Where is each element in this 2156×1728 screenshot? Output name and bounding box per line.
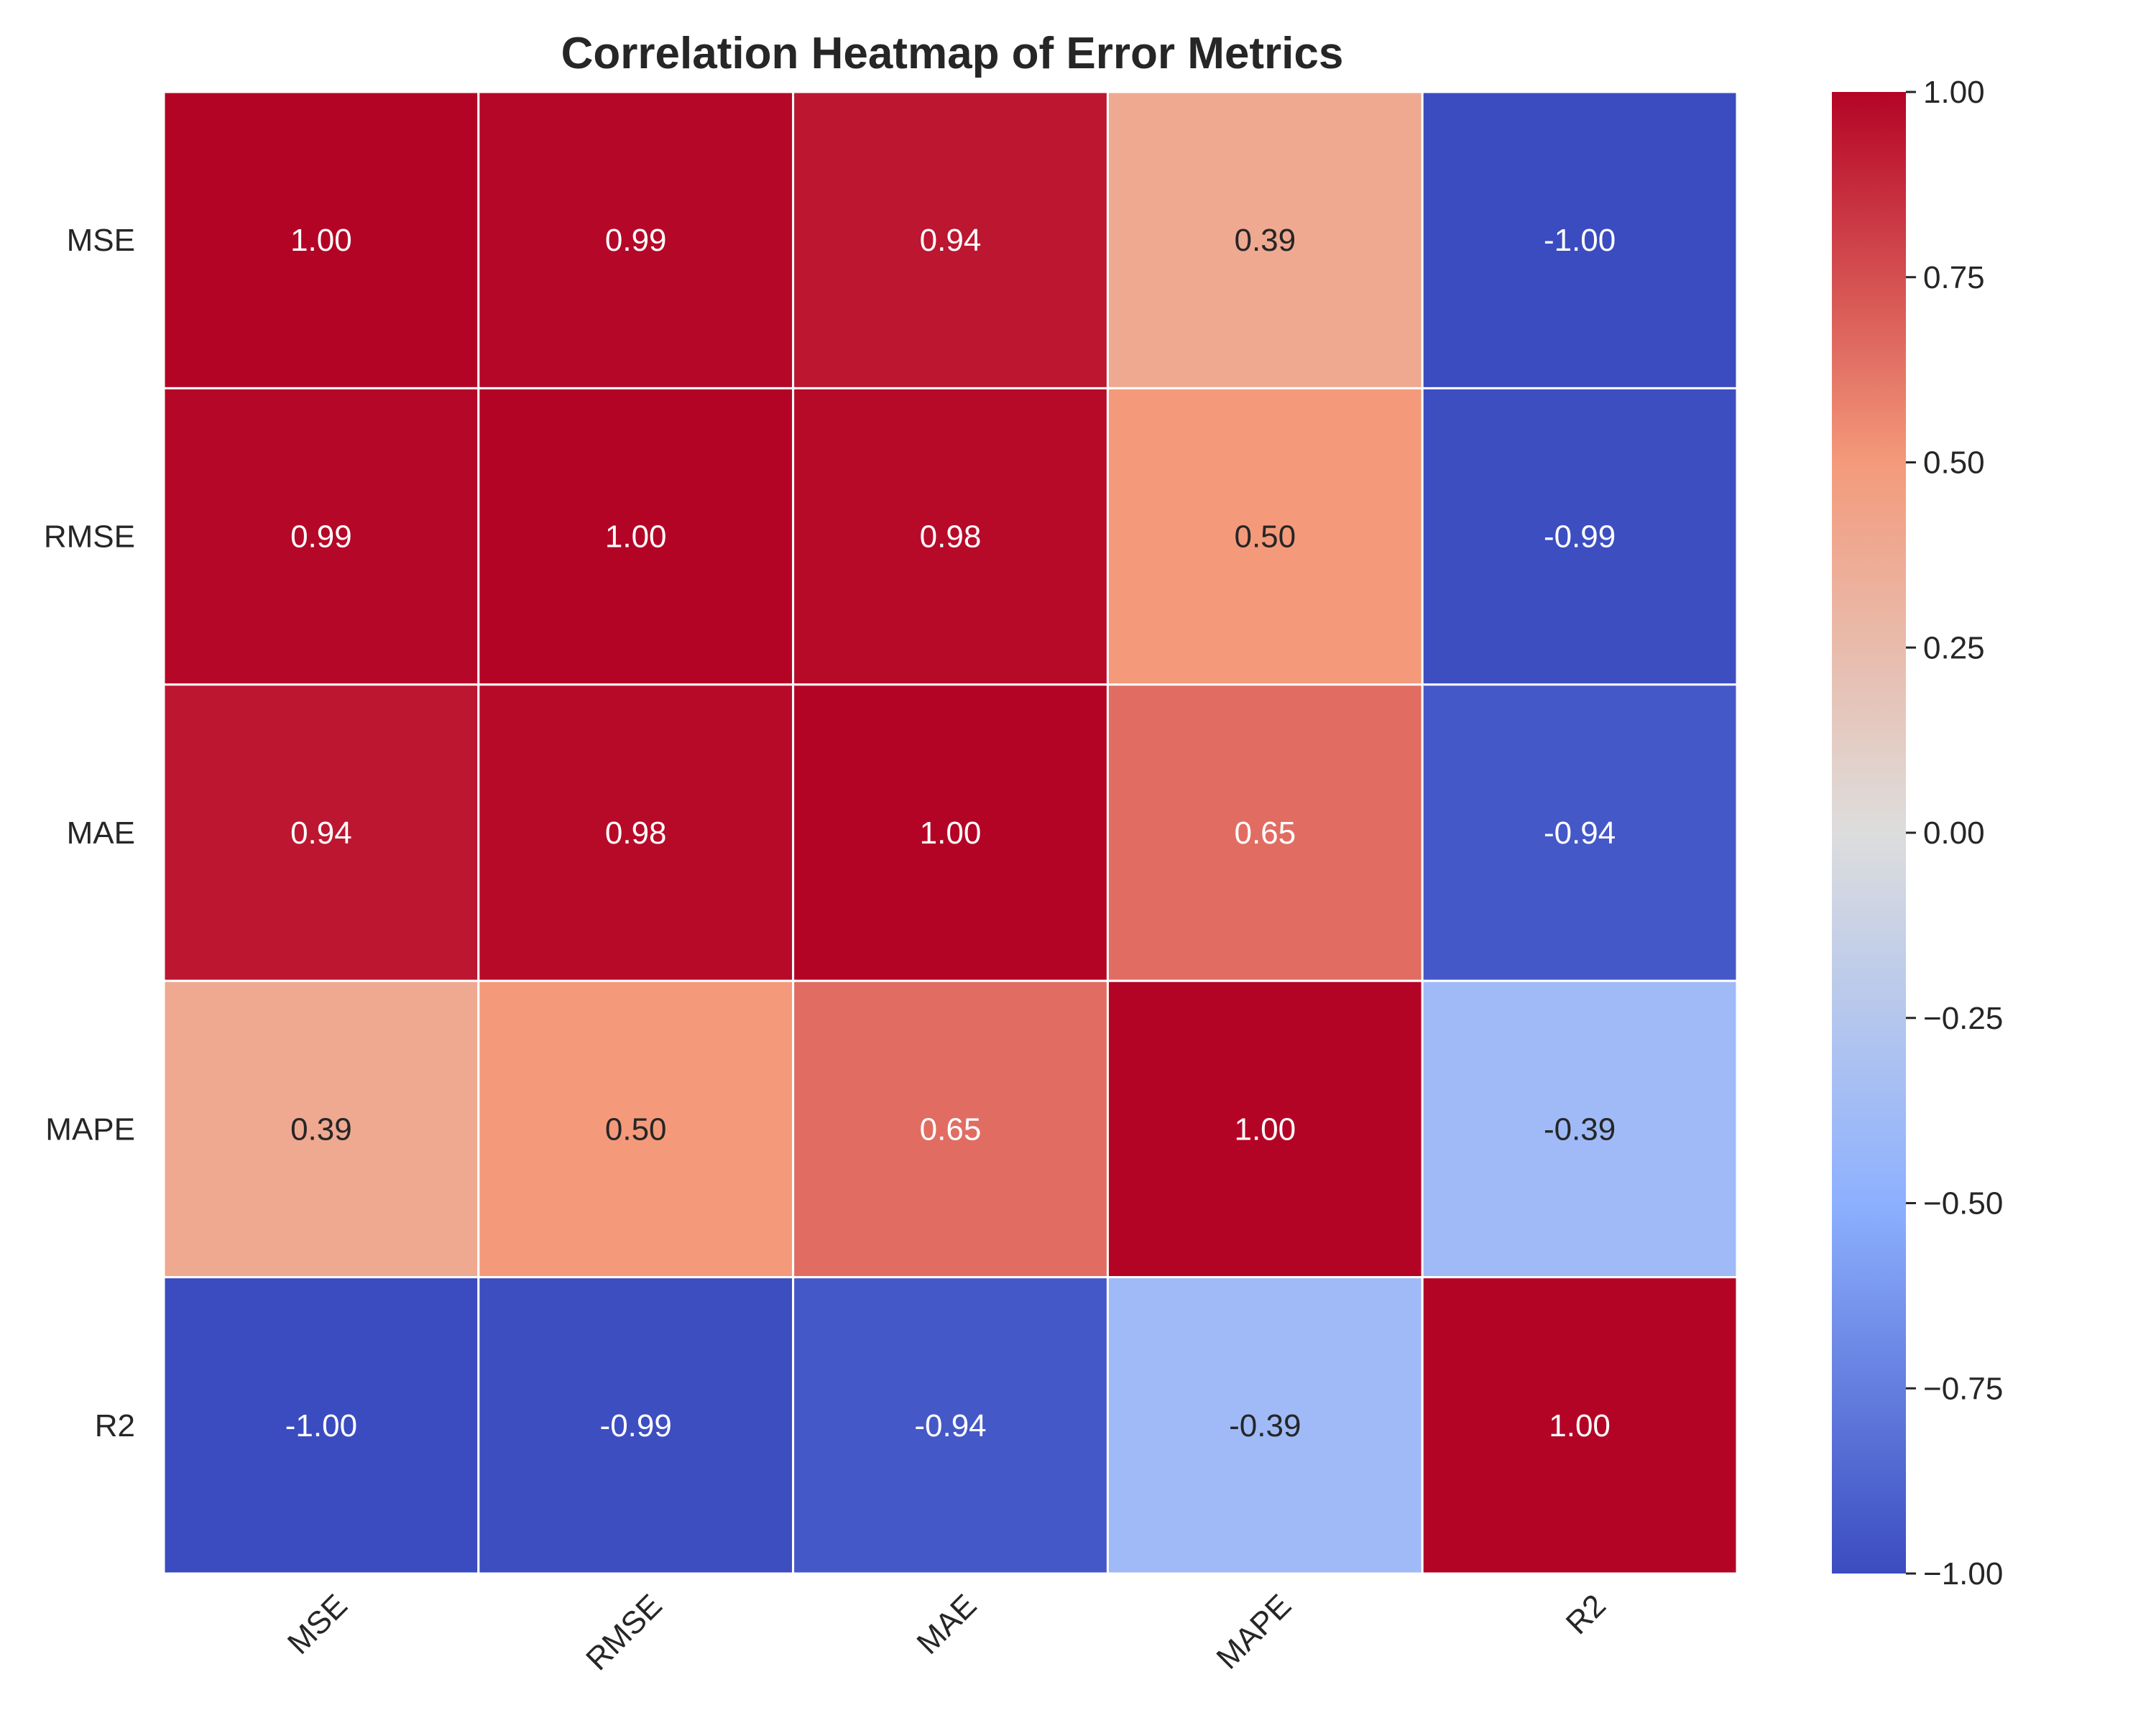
- chart-title: Correlation Heatmap of Error Metrics: [561, 29, 1344, 78]
- cell-annotation: 1.00: [920, 816, 982, 851]
- colorbar-tick-label: −0.50: [1923, 1186, 2003, 1221]
- cell-annotation: -0.39: [1544, 1112, 1616, 1147]
- cell-annotation: 0.65: [1234, 816, 1296, 851]
- x-tick-label: MSE: [281, 1588, 354, 1661]
- colorbar-tick-label: 0.50: [1923, 445, 1985, 481]
- heatmap-cell-mae-r2: [1421, 683, 1738, 982]
- heatmap-cell-mape-r2: [1421, 979, 1738, 1279]
- heatmap-cell-mape-rmse: [477, 979, 795, 1279]
- cell-annotation: -0.99: [1544, 519, 1616, 555]
- x-tick-label: MAE: [910, 1588, 983, 1661]
- cell-annotation: 0.39: [290, 1112, 352, 1147]
- cell-annotation: 0.99: [290, 519, 352, 555]
- colorbar-gradient: [1832, 92, 1906, 1574]
- heatmap-cell-mae-mape: [1106, 683, 1424, 982]
- cell-annotation: -0.39: [1229, 1408, 1301, 1443]
- heatmap-cell-r2-rmse: [477, 1276, 795, 1575]
- y-tick-label: MAPE: [45, 1112, 135, 1147]
- heatmap-cell-mse-r2: [1421, 91, 1738, 389]
- heatmap-cell-rmse-r2: [1421, 387, 1738, 686]
- x-tick-label: MAPE: [1210, 1588, 1298, 1676]
- cell-annotation: 0.94: [290, 816, 352, 851]
- cell-annotation: -1.00: [1544, 223, 1616, 258]
- heatmap-cell-mape-mse: [162, 979, 480, 1279]
- x-tick-label: RMSE: [579, 1588, 669, 1678]
- heatmap-cell-rmse-mse: [162, 387, 480, 686]
- y-tick-label: MSE: [67, 223, 135, 258]
- cell-annotation: 0.99: [605, 223, 667, 258]
- cell-annotation: 0.98: [605, 816, 667, 851]
- cell-annotation: -0.94: [1544, 816, 1616, 851]
- heatmap-cell-mae-rmse: [477, 683, 795, 982]
- colorbar-tick-label: 0.00: [1923, 816, 1985, 851]
- cell-annotation: 0.50: [1234, 519, 1296, 555]
- heatmap-cells: [162, 91, 1738, 1575]
- heatmap-cell-r2-r2: [1421, 1276, 1738, 1575]
- colorbar-tick-label: 0.25: [1923, 630, 1985, 665]
- x-axis-tick-labels: MSE RMSE MAE MAPE R2: [281, 1588, 1613, 1678]
- colorbar-tick-label: 0.75: [1923, 260, 1985, 295]
- colorbar-tick-label: −1.00: [1923, 1556, 2003, 1591]
- heatmap-cell-r2-mse: [162, 1276, 480, 1575]
- heatmap-cell-rmse-mae: [792, 387, 1109, 686]
- heatmap-cell-mse-mape: [1106, 91, 1424, 389]
- heatmap-cell-r2-mae: [792, 1276, 1109, 1575]
- heatmap-cell-mse-mae: [792, 91, 1109, 389]
- y-tick-label: RMSE: [44, 519, 135, 555]
- cell-annotation: 0.94: [920, 223, 982, 258]
- y-axis-tick-labels: MSE RMSE MAE MAPE R2: [44, 223, 135, 1443]
- heatmap-cell-mape-mape: [1106, 979, 1424, 1279]
- cell-annotation: 1.00: [290, 223, 352, 258]
- heatmap-cell-mse-rmse: [477, 91, 795, 389]
- x-tick-label: R2: [1560, 1588, 1613, 1641]
- colorbar-tick-label: −0.75: [1923, 1371, 2003, 1406]
- cell-annotations: 1.00 0.99 0.94 0.39 -1.00 0.99 1.00 0.98 0.50 -0.…: [285, 223, 1616, 1443]
- colorbar-tick-label: 1.00: [1923, 75, 1985, 110]
- heatmap-cell-mse-mse: [162, 91, 480, 389]
- heatmap-cell-mae-mae: [792, 683, 1109, 982]
- cell-annotation: 1.00: [605, 519, 667, 555]
- cell-annotation: -0.99: [600, 1408, 672, 1443]
- cell-annotation: 1.00: [1234, 1112, 1296, 1147]
- cell-annotation: 0.50: [605, 1112, 667, 1147]
- colorbar-ticks: 1.00 0.75 0.50 0.25 0.00 −0.25 −0.50 −0.75 −1.00: [1906, 75, 2003, 1591]
- cell-annotation: -0.94: [914, 1408, 986, 1443]
- cell-annotation: 0.39: [1234, 223, 1296, 258]
- heatmap-cell-mape-mae: [792, 979, 1109, 1279]
- y-tick-label: MAE: [67, 816, 135, 851]
- cell-annotation: 0.65: [920, 1112, 982, 1147]
- cell-annotation: -1.00: [285, 1408, 357, 1443]
- y-tick-label: R2: [95, 1408, 135, 1443]
- colorbar-tick-label: −0.25: [1923, 1001, 2003, 1036]
- cell-annotation: 0.98: [920, 519, 982, 555]
- cell-annotation: 1.00: [1549, 1408, 1611, 1443]
- colorbar: 1.00 0.75 0.50 0.25 0.00 −0.25 −0.50 −0.75 −1.00: [1832, 75, 2003, 1591]
